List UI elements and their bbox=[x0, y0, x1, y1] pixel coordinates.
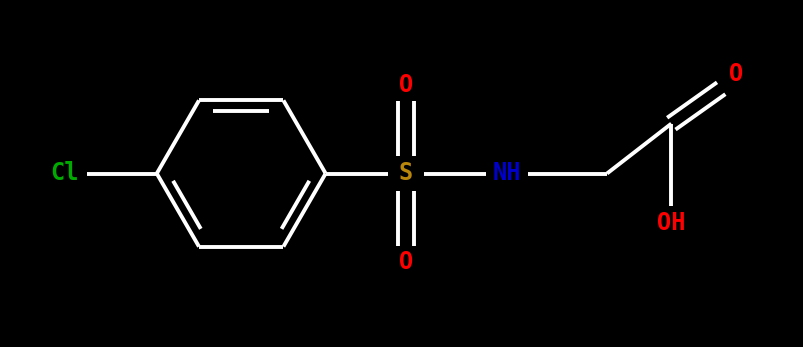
Text: S: S bbox=[398, 161, 413, 186]
Text: NH: NH bbox=[491, 161, 520, 186]
Text: OH: OH bbox=[656, 211, 685, 235]
Text: Cl: Cl bbox=[50, 161, 79, 186]
Text: O: O bbox=[398, 73, 413, 97]
Text: O: O bbox=[728, 62, 742, 86]
Text: O: O bbox=[398, 250, 413, 274]
